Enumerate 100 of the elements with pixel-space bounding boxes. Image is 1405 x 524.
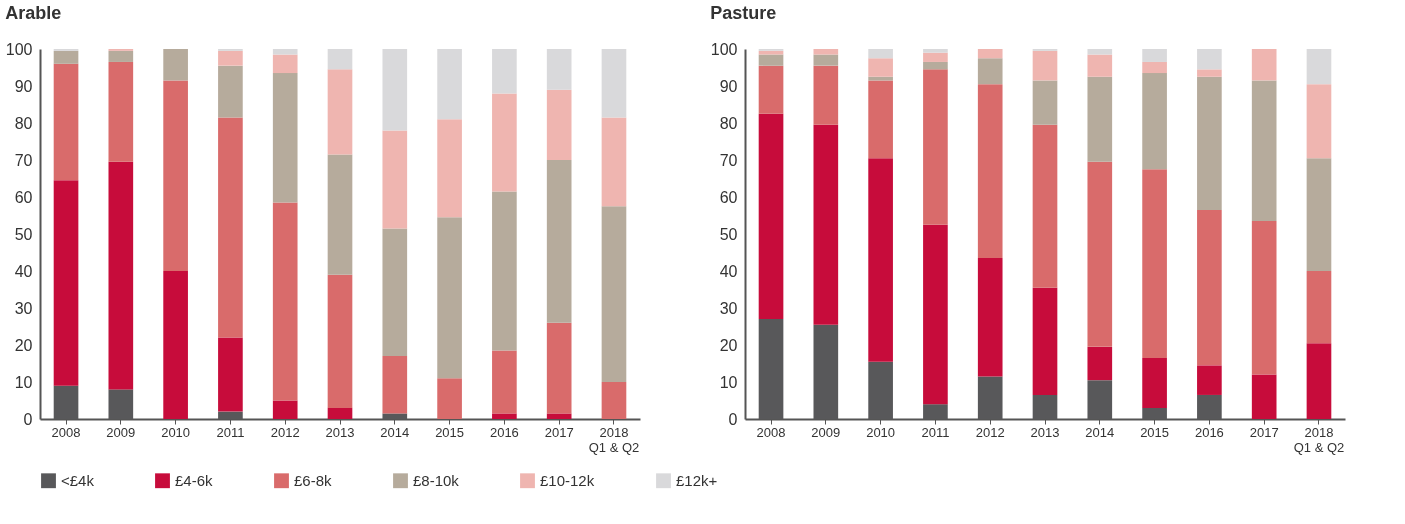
y-tick-label: 0 <box>23 410 33 428</box>
bar <box>1197 76 1222 210</box>
x-tick-label: 2016 <box>1194 424 1224 440</box>
bar <box>382 228 408 357</box>
bar <box>108 50 134 62</box>
bar <box>327 49 353 70</box>
bar <box>437 119 462 218</box>
bar <box>546 49 572 90</box>
x-tick-label: 2015 <box>1140 424 1170 440</box>
bar <box>977 58 1003 85</box>
bar <box>1142 73 1167 170</box>
bar <box>868 80 893 159</box>
bar <box>1251 374 1277 419</box>
bar <box>546 322 572 414</box>
bar <box>1032 124 1058 288</box>
y-tick-label: 90 <box>719 77 738 95</box>
x-tick-label: 2013 <box>1030 424 1060 440</box>
bar <box>382 49 408 131</box>
bar <box>437 378 462 419</box>
bar <box>218 117 243 338</box>
bar <box>923 69 948 225</box>
bar <box>1032 80 1058 125</box>
bar <box>382 356 408 414</box>
y-tick-label: 50 <box>14 225 33 243</box>
y-tick-label: 80 <box>719 114 738 132</box>
bar <box>868 58 893 77</box>
chart-title: Pasture <box>710 3 777 23</box>
bar <box>977 258 1003 377</box>
bar <box>923 61 948 70</box>
bar <box>492 93 517 192</box>
bar <box>53 63 79 181</box>
bar <box>492 413 517 419</box>
bar <box>601 117 627 207</box>
y-tick-label: 80 <box>14 114 33 132</box>
bar <box>923 49 948 53</box>
bar <box>758 113 784 320</box>
x-tick-label: 2010 <box>866 424 896 440</box>
bar <box>601 49 627 118</box>
bar <box>1142 169 1167 358</box>
bar <box>163 49 188 81</box>
bar <box>272 49 298 55</box>
bar <box>272 400 298 419</box>
bar <box>601 206 627 382</box>
x-tick-label: 2013 <box>325 424 355 440</box>
x-tick-label: 2016 <box>489 424 519 440</box>
bar <box>1306 271 1332 344</box>
y-tick-label: 40 <box>14 262 33 280</box>
bar <box>327 154 353 275</box>
bar <box>923 224 948 405</box>
bar <box>1306 343 1332 419</box>
bar <box>1142 357 1167 408</box>
bar <box>218 337 243 412</box>
legend-label: £12k+ <box>676 471 718 489</box>
bar <box>1087 54 1113 77</box>
x-tick-label: 2014 <box>1085 424 1115 440</box>
bar <box>437 49 462 120</box>
y-tick-label: 10 <box>719 373 738 391</box>
legend-label: £6-8k <box>294 471 333 489</box>
chart-title: Arable <box>5 3 62 23</box>
bar <box>1251 49 1277 81</box>
bar <box>272 54 298 74</box>
x-tick-label: 2014 <box>380 424 410 440</box>
bar <box>813 49 839 55</box>
bar <box>327 69 353 155</box>
bar <box>923 52 948 62</box>
y-tick-label: 10 <box>14 373 33 391</box>
y-tick-label: 100 <box>5 40 33 58</box>
bar <box>813 65 839 125</box>
x-tick-label: 2018 Q1 & Q2 <box>1293 424 1345 455</box>
x-tick-label: 2012 <box>270 424 300 440</box>
y-tick-label: 20 <box>14 336 33 354</box>
bar <box>1197 365 1222 395</box>
y-tick-label: 60 <box>719 188 738 206</box>
bar <box>163 271 188 419</box>
bar <box>1087 49 1113 55</box>
bar <box>1197 209 1222 366</box>
x-tick-label: 2008 <box>51 424 81 440</box>
bar <box>218 65 243 118</box>
bar <box>546 89 572 160</box>
bar <box>218 50 243 66</box>
bar <box>813 54 839 66</box>
bar <box>108 161 134 390</box>
y-tick-label: 30 <box>14 299 33 317</box>
bar <box>977 49 1003 59</box>
x-tick-label: 2008 <box>756 424 786 440</box>
bar <box>1306 84 1332 159</box>
x-tick-label: 2009 <box>811 424 841 440</box>
y-tick-label: 100 <box>710 40 738 58</box>
x-tick-label: 2011 <box>216 424 245 440</box>
bar <box>53 180 79 386</box>
legend-label: £8-10k <box>413 471 460 489</box>
bar <box>758 54 784 66</box>
bar <box>492 350 517 414</box>
bar <box>1197 49 1222 70</box>
y-tick-label: 20 <box>719 336 738 354</box>
x-tick-label: 2018 Q1 & Q2 <box>588 424 640 455</box>
y-tick-label: 0 <box>728 410 738 428</box>
bar <box>1142 49 1167 62</box>
bar <box>53 50 79 64</box>
bar <box>758 50 784 55</box>
